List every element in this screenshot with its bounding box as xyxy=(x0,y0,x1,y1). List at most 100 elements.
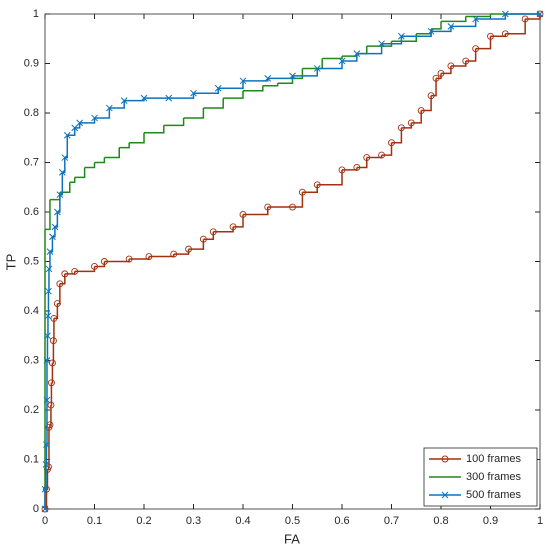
data-point xyxy=(41,505,49,513)
x-tick-label: 0.5 xyxy=(285,515,300,527)
line-segment xyxy=(475,14,507,20)
line-segment xyxy=(45,199,51,231)
line-segment xyxy=(48,424,51,429)
line-segment xyxy=(52,226,56,238)
data-point xyxy=(45,265,53,273)
line-segment xyxy=(94,157,106,164)
line-segment xyxy=(124,98,145,102)
data-point xyxy=(56,191,64,199)
data-point xyxy=(209,228,217,236)
data-point xyxy=(44,332,51,340)
data-point xyxy=(338,166,346,174)
line-segment xyxy=(79,117,96,124)
data-point xyxy=(239,211,247,218)
data-point xyxy=(63,131,71,139)
line-segment xyxy=(243,85,264,92)
data-point xyxy=(120,97,128,104)
data-point xyxy=(353,50,361,57)
line-segment xyxy=(52,340,55,364)
line-segment xyxy=(54,212,59,228)
data-point xyxy=(378,151,386,159)
data-point xyxy=(47,401,55,409)
line-segment xyxy=(129,132,145,144)
y-tick-label: 0.5 xyxy=(24,255,39,267)
data-point xyxy=(338,57,346,65)
line-segment xyxy=(163,117,185,127)
data-point xyxy=(58,169,66,176)
data-point xyxy=(44,312,52,320)
data-point xyxy=(61,154,69,161)
line-segment xyxy=(74,122,81,129)
line-segment xyxy=(57,283,61,305)
line-segment xyxy=(431,26,452,33)
data-point xyxy=(378,40,385,48)
y-axis-label: TP xyxy=(3,254,18,271)
data-point xyxy=(427,27,435,35)
line-segment xyxy=(450,61,467,67)
y-tick-label: 1 xyxy=(33,8,39,20)
data-point xyxy=(437,69,445,77)
line-segment xyxy=(292,68,304,80)
x-tick-label: 0.7 xyxy=(384,515,399,527)
legend-label: 100 frames xyxy=(466,453,522,465)
data-point xyxy=(125,255,133,263)
line-segment xyxy=(51,362,54,384)
data-point xyxy=(43,357,51,364)
line-segment xyxy=(267,75,294,80)
data-point xyxy=(313,181,321,189)
data-point xyxy=(214,84,222,92)
data-point xyxy=(91,114,98,122)
line-segment xyxy=(243,207,269,216)
data-point xyxy=(42,461,50,468)
x-tick-label: 0.2 xyxy=(136,515,151,527)
data-point xyxy=(501,10,509,18)
line-segment xyxy=(59,182,71,193)
y-tick-label: 0 xyxy=(33,503,39,515)
line-segment xyxy=(366,41,393,47)
line-segment xyxy=(317,169,343,186)
data-point xyxy=(462,57,470,65)
data-point xyxy=(49,337,57,345)
line-segment xyxy=(47,466,50,471)
data-point xyxy=(472,45,480,53)
data-point xyxy=(56,280,64,288)
line-segment xyxy=(475,36,492,50)
data-point xyxy=(140,94,148,102)
y-tick-label: 0.3 xyxy=(24,354,39,366)
data-point xyxy=(264,203,272,211)
data-point xyxy=(190,89,197,97)
line-segment xyxy=(342,167,358,171)
line-segment xyxy=(366,155,383,159)
y-tick-label: 0.2 xyxy=(24,404,39,416)
x-tick-label: 0.8 xyxy=(433,515,448,527)
x-tick-label: 0.6 xyxy=(334,515,349,527)
legend-marker xyxy=(441,491,449,499)
x-tick-label: 0.3 xyxy=(186,515,201,527)
line-segment xyxy=(104,147,120,159)
data-point xyxy=(388,139,395,147)
line-segment xyxy=(450,18,477,28)
legend-label: 500 frames xyxy=(466,489,522,501)
data-point xyxy=(427,92,435,100)
line-segment xyxy=(436,73,442,80)
line-segment xyxy=(505,18,526,35)
line-segment xyxy=(277,78,294,85)
line-segment xyxy=(168,93,195,99)
line-segment xyxy=(49,236,54,253)
x-axis-label: FA xyxy=(284,531,300,546)
line-segment xyxy=(74,266,96,273)
line-segment xyxy=(183,108,205,119)
line-segment xyxy=(203,98,224,109)
line-segment xyxy=(525,14,541,20)
line-segment xyxy=(490,33,507,38)
data-point xyxy=(417,107,425,114)
line-segment xyxy=(84,162,96,169)
line-segment xyxy=(46,469,49,490)
data-point xyxy=(397,124,405,132)
line-segment xyxy=(431,21,442,30)
data-point xyxy=(229,223,237,231)
line-segment xyxy=(57,194,61,213)
line-segment xyxy=(322,56,343,60)
line-segment xyxy=(431,78,437,97)
